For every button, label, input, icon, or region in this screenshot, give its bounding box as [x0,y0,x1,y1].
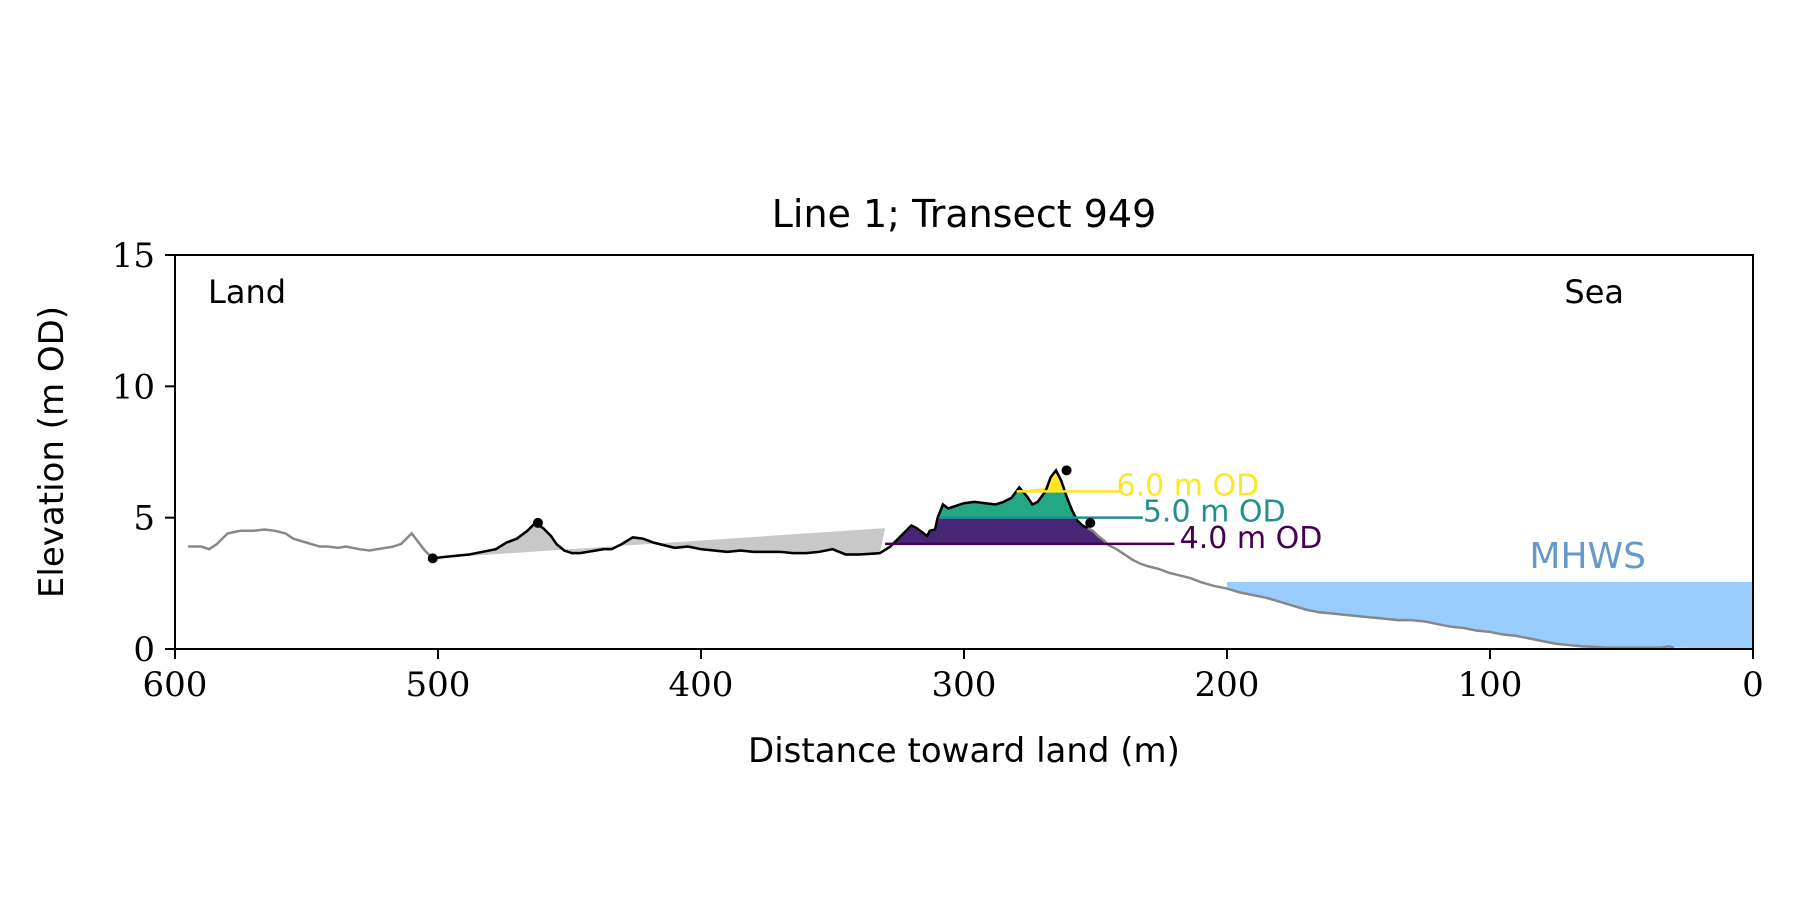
dune-point-1 [532,517,543,528]
land-label: Land [208,273,286,311]
water-level-band-0 [894,517,1107,544]
sea-label: Sea [1564,273,1624,311]
x-tick-label-4: 200 [1195,665,1260,705]
x-tick-label-5: 100 [1458,665,1523,705]
x-tick-label-2: 400 [669,665,734,705]
x-axis-label: Distance toward land (m) [748,731,1180,771]
dune-profile-line [432,468,1089,560]
profile-lines [188,468,1675,649]
y-tick-label-0: 0 [133,630,155,670]
chart-title: Line 1; Transect 949 [772,192,1157,236]
dune-point-0 [427,553,438,564]
water-level-label-0: 4.0 m OD [1180,521,1323,556]
y-tick-label-2: 10 [112,367,155,407]
x-axis: 600 500 400 300 200 100 0 [143,649,1764,705]
y-tick-label-1: 5 [133,499,155,539]
mhws-area [1227,582,1753,649]
x-tick-label-0: 600 [143,665,208,705]
x-tick-label-1: 500 [406,665,471,705]
y-axis-label: Elevation (m OD) [32,306,72,598]
y-tick-label-3: 15 [112,236,155,276]
water-level-markers: 4.0 m OD5.0 m OD6.0 m OD [885,468,1322,556]
water-level-label-1: 5.0 m OD [1143,495,1286,530]
dune-point-2 [1061,465,1072,476]
x-tick-label-3: 300 [932,665,997,705]
x-tick-label-6: 0 [1742,665,1764,705]
dune-point-3 [1085,517,1096,528]
water-level-label-2: 6.0 m OD [1117,468,1260,503]
dune-points [427,465,1096,564]
mhws-label: MHWS [1529,536,1646,577]
y-axis: 0 5 10 15 [112,236,175,670]
